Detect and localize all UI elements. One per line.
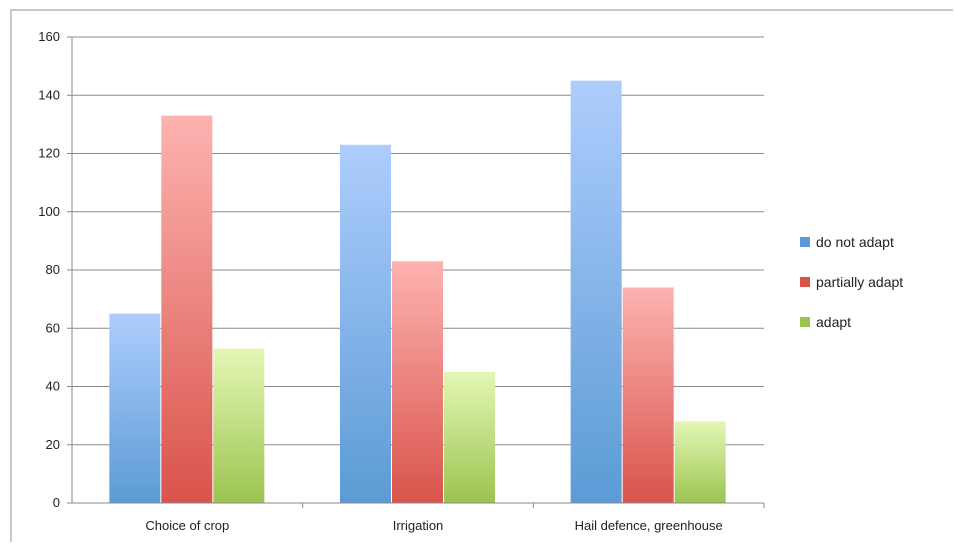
legend-label: do not adapt (816, 234, 894, 250)
bar-partially-adapt-0 (161, 115, 213, 503)
chart-frame (10, 9, 953, 542)
y-tick-label: 80 (46, 262, 60, 277)
legend-label: adapt (816, 314, 851, 330)
y-tick-label: 140 (38, 87, 60, 102)
x-axis-labels: Choice of crop Irrigation Hail defence, gr… (145, 518, 722, 533)
bar-do-not-adapt-0 (109, 313, 161, 503)
y-tick-label: 100 (38, 204, 60, 219)
y-tick-label: 20 (46, 437, 60, 452)
bar-do-not-adapt-1 (340, 144, 391, 503)
x-tick-label: Irrigation (393, 518, 444, 533)
bar-partially-adapt-2 (622, 287, 674, 503)
legend-label: partially adapt (816, 274, 903, 290)
y-tick-label: 160 (38, 29, 60, 44)
legend-swatch (800, 277, 810, 287)
x-tick-label: Hail defence, greenhouse (575, 518, 723, 533)
bar-partially-adapt-1 (392, 261, 443, 503)
bar-adapt-1 (444, 371, 495, 503)
bar-adapt-0 (213, 348, 265, 503)
legend-swatch (800, 317, 810, 327)
x-tick-label: Choice of crop (145, 518, 229, 533)
y-tick-label: 120 (38, 146, 60, 161)
y-tick-label: 60 (46, 320, 60, 335)
bar-do-not-adapt-2 (570, 80, 622, 503)
y-tick-label: 40 (46, 379, 60, 394)
y-tick-label: 0 (53, 495, 60, 510)
bar-adapt-2 (674, 421, 726, 503)
y-axis-ticks: 0 20 40 60 80 100 120 140 160 (38, 29, 72, 510)
axes (71, 37, 765, 508)
legend-swatch (800, 237, 810, 247)
bars (109, 80, 726, 503)
legend: do not adapt partially adapt adapt (800, 234, 903, 330)
